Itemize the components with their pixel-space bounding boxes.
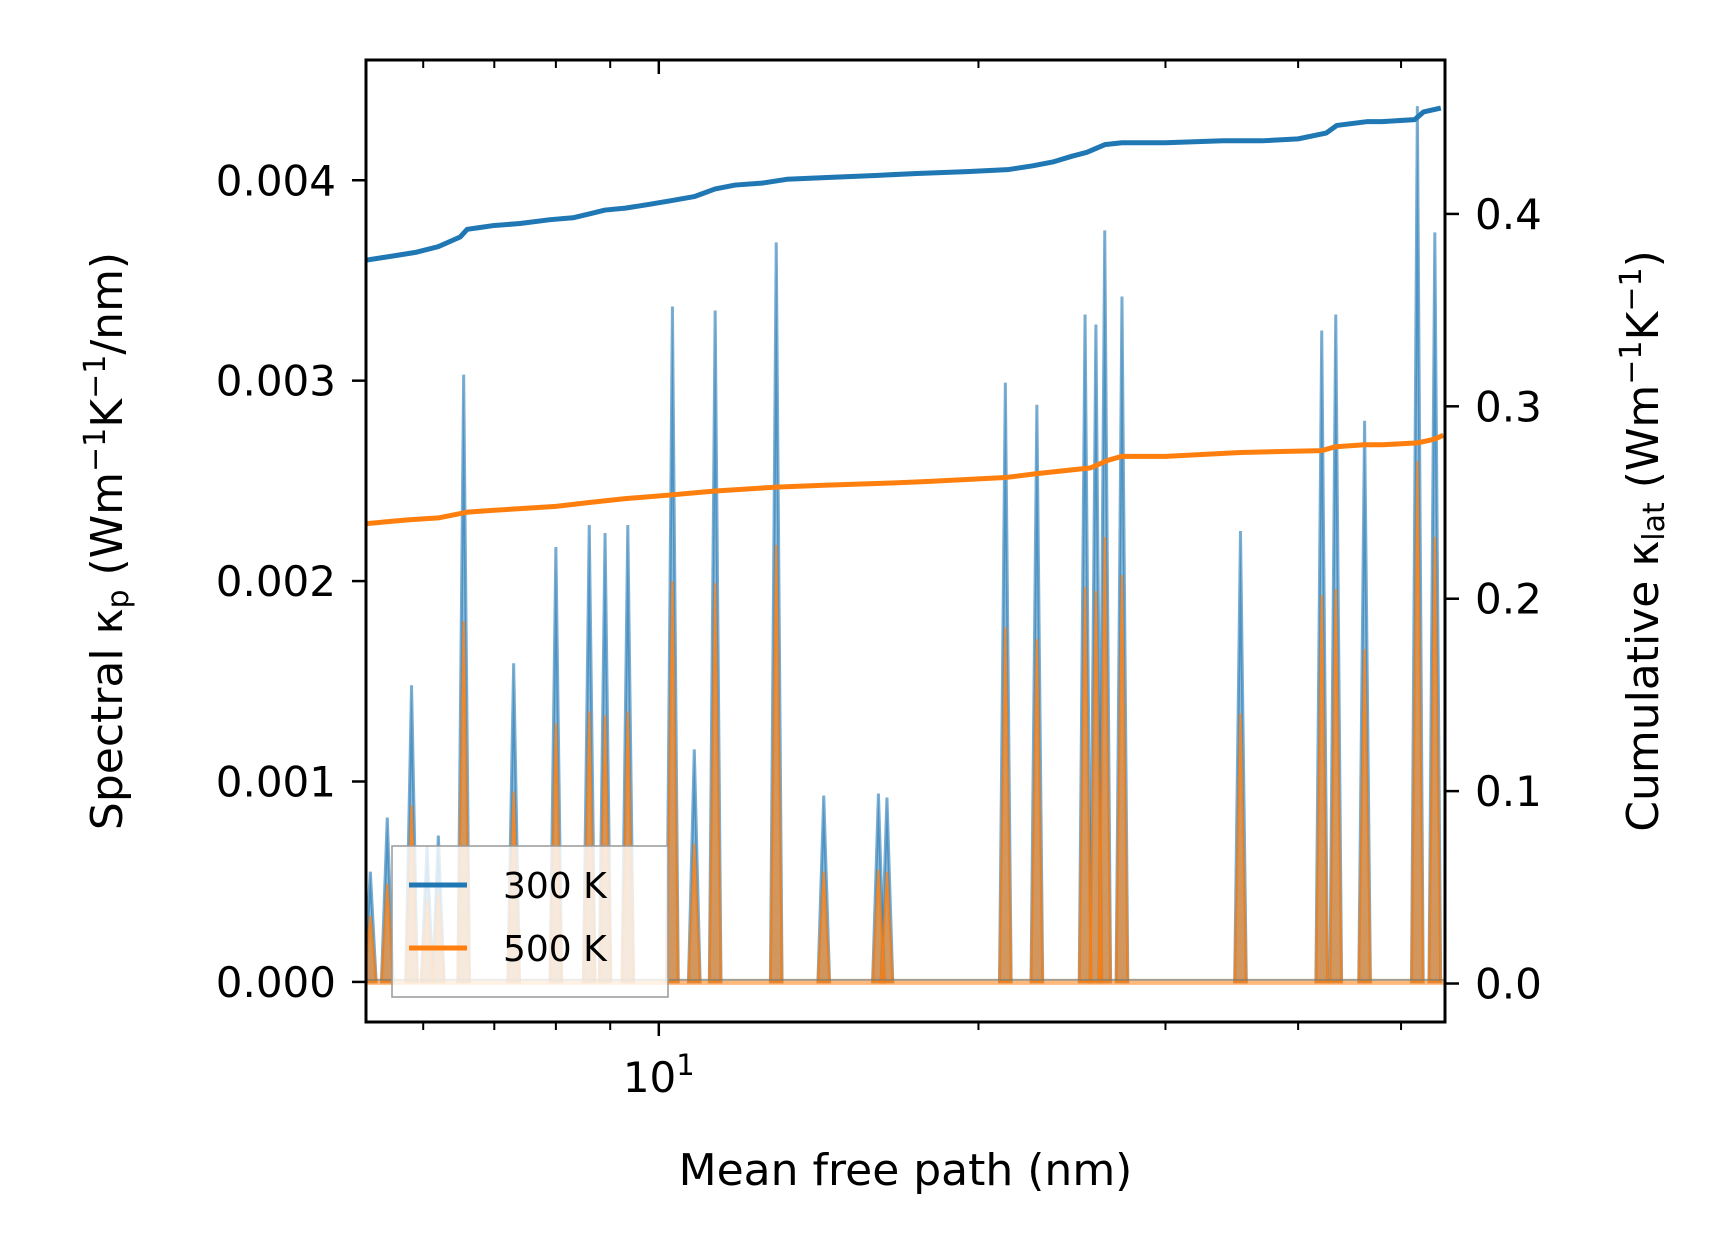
y-right-label-sub: lat — [1637, 502, 1672, 541]
y-left-tick-label-3: 0.003 — [216, 357, 336, 406]
tick-layer: 0.000 0.001 0.002 0.003 0.004 0.0 0.1 0.2 0.3 0.4 — [216, 60, 1542, 1036]
y-axis-label-left: Spectral κp (Wm−1K−1/nm) — [78, 252, 137, 830]
cumulative-line-500k — [366, 432, 1445, 527]
y-right-label-exp2: −1 — [1614, 267, 1649, 311]
y-left-tick-label-4: 0.004 — [216, 156, 336, 205]
legend-label-300k: 300 K — [503, 866, 608, 907]
y-left-label-main: Spectral κ — [82, 609, 133, 831]
x-tick-label-exp: 1 — [676, 1048, 694, 1082]
y-right-tick-label-3: 0.3 — [1475, 382, 1542, 431]
y-right-tick-label-2: 0.2 — [1475, 575, 1542, 624]
y-right-label-exp1: −1 — [1614, 340, 1649, 384]
legend-label-500k: 500 K — [503, 929, 608, 970]
y-left-label-exp1: −1 — [78, 428, 113, 472]
y-right-label-unit-close: ) — [1618, 250, 1669, 267]
x-axis-label: Mean free path (nm) — [679, 1145, 1133, 1196]
legend-box — [391, 845, 669, 998]
legend: 300 K 500 K — [391, 845, 669, 998]
y-left-label-exp2: −1 — [78, 355, 113, 399]
y-right-tick-label-0: 0.0 — [1475, 960, 1542, 1009]
y-right-label-unit-open: (Wm — [1618, 385, 1669, 503]
x-tick-label: 101 — [623, 1048, 695, 1102]
y-left-label-unit-close: /nm) — [82, 252, 133, 355]
y-right-tick-label-4: 0.4 — [1475, 190, 1542, 239]
y-right-label-main: Cumulative κ — [1618, 541, 1669, 832]
y-axis-label-right: Cumulative κlat (Wm−1K−1) — [1614, 250, 1673, 832]
y-left-tick-label-1: 0.001 — [216, 758, 336, 807]
y-left-label-k: K — [82, 398, 133, 428]
plot-frame — [364, 58, 1447, 1024]
y-left-tick-label-0: 0.000 — [216, 958, 336, 1007]
x-tick-label-base: 10 — [623, 1053, 676, 1102]
y-right-tick-label-1: 0.1 — [1475, 767, 1542, 816]
cumulative-layer — [366, 105, 1445, 527]
cumulative-line-300k — [366, 105, 1442, 263]
y-left-tick-label-2: 0.002 — [216, 557, 336, 606]
y-left-label-unit-open: (Wm — [82, 472, 133, 590]
y-right-label-k: K — [1618, 310, 1669, 340]
y-left-label-sub: p — [101, 589, 136, 608]
